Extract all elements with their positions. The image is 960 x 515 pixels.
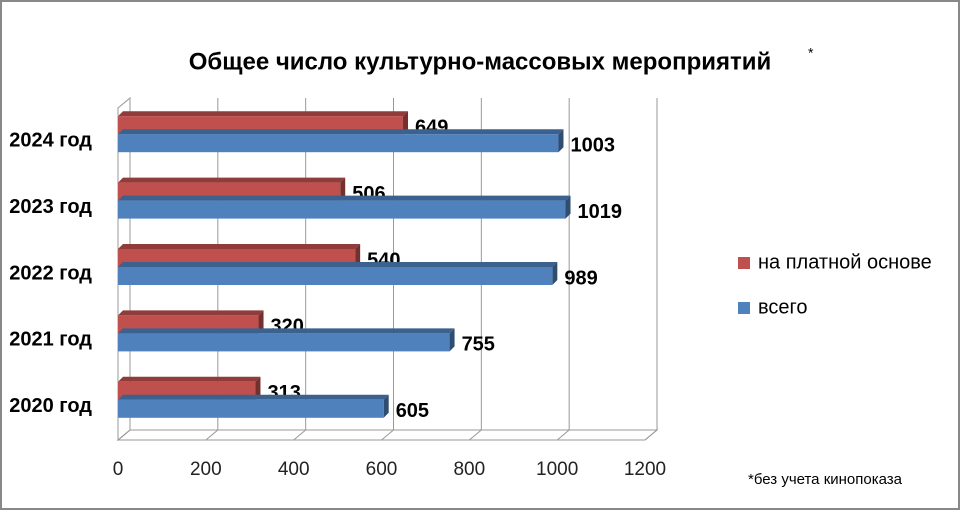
x-tick-label: 1200	[624, 459, 666, 480]
bar-end	[258, 310, 264, 334]
bar-end	[449, 328, 455, 352]
bar-top	[118, 177, 346, 183]
bar-top	[118, 195, 571, 201]
y-tick-label: 2024 год	[9, 129, 92, 151]
footnote: *без учета кинопоказа	[748, 471, 903, 488]
bar-top	[118, 262, 558, 267]
bar	[118, 267, 553, 285]
bar-top	[118, 310, 264, 316]
bar-end	[403, 111, 409, 135]
x-tick-label: 800	[453, 459, 485, 480]
bar-top	[118, 328, 455, 334]
bar-end	[383, 394, 389, 418]
bar-end	[255, 376, 261, 400]
bar-top	[118, 111, 409, 117]
bar	[118, 399, 384, 418]
legend-label: всего	[758, 296, 808, 318]
bar	[118, 134, 559, 153]
bar-end	[340, 177, 346, 201]
x-tick-label: 200	[190, 459, 222, 480]
bar	[118, 333, 450, 352]
value-label: 605	[396, 400, 429, 422]
bar-top	[118, 244, 361, 249]
bar-end	[355, 244, 361, 267]
value-label: 1019	[578, 201, 623, 223]
grid-line	[644, 98, 658, 441]
value-label: 755	[462, 334, 495, 356]
legend-swatch	[738, 257, 750, 269]
y-tick-label: 2021 год	[9, 329, 92, 351]
bar-end	[565, 195, 571, 219]
value-label: 989	[564, 267, 597, 289]
x-tick-label: 400	[278, 459, 310, 480]
x-tick-label: 0	[113, 459, 124, 480]
legend-label: на платной основе	[758, 251, 932, 273]
y-tick-label: 2022 год	[9, 262, 92, 284]
y-tick-label: 2020 год	[9, 395, 92, 417]
bar-top	[118, 394, 389, 400]
bar-end	[558, 129, 564, 153]
bar	[118, 200, 566, 219]
y-tick-label: 2023 год	[9, 196, 92, 218]
x-tick-label: 1000	[536, 459, 578, 480]
title-mark: *	[808, 45, 814, 61]
bar-end	[552, 262, 558, 285]
value-label: 1003	[570, 134, 615, 156]
legend-swatch	[738, 302, 750, 314]
chart-title: Общее число культурно-массовых мероприят…	[189, 48, 772, 75]
bar-top	[118, 376, 261, 382]
bar-top	[118, 129, 564, 135]
x-tick-label: 600	[366, 459, 398, 480]
